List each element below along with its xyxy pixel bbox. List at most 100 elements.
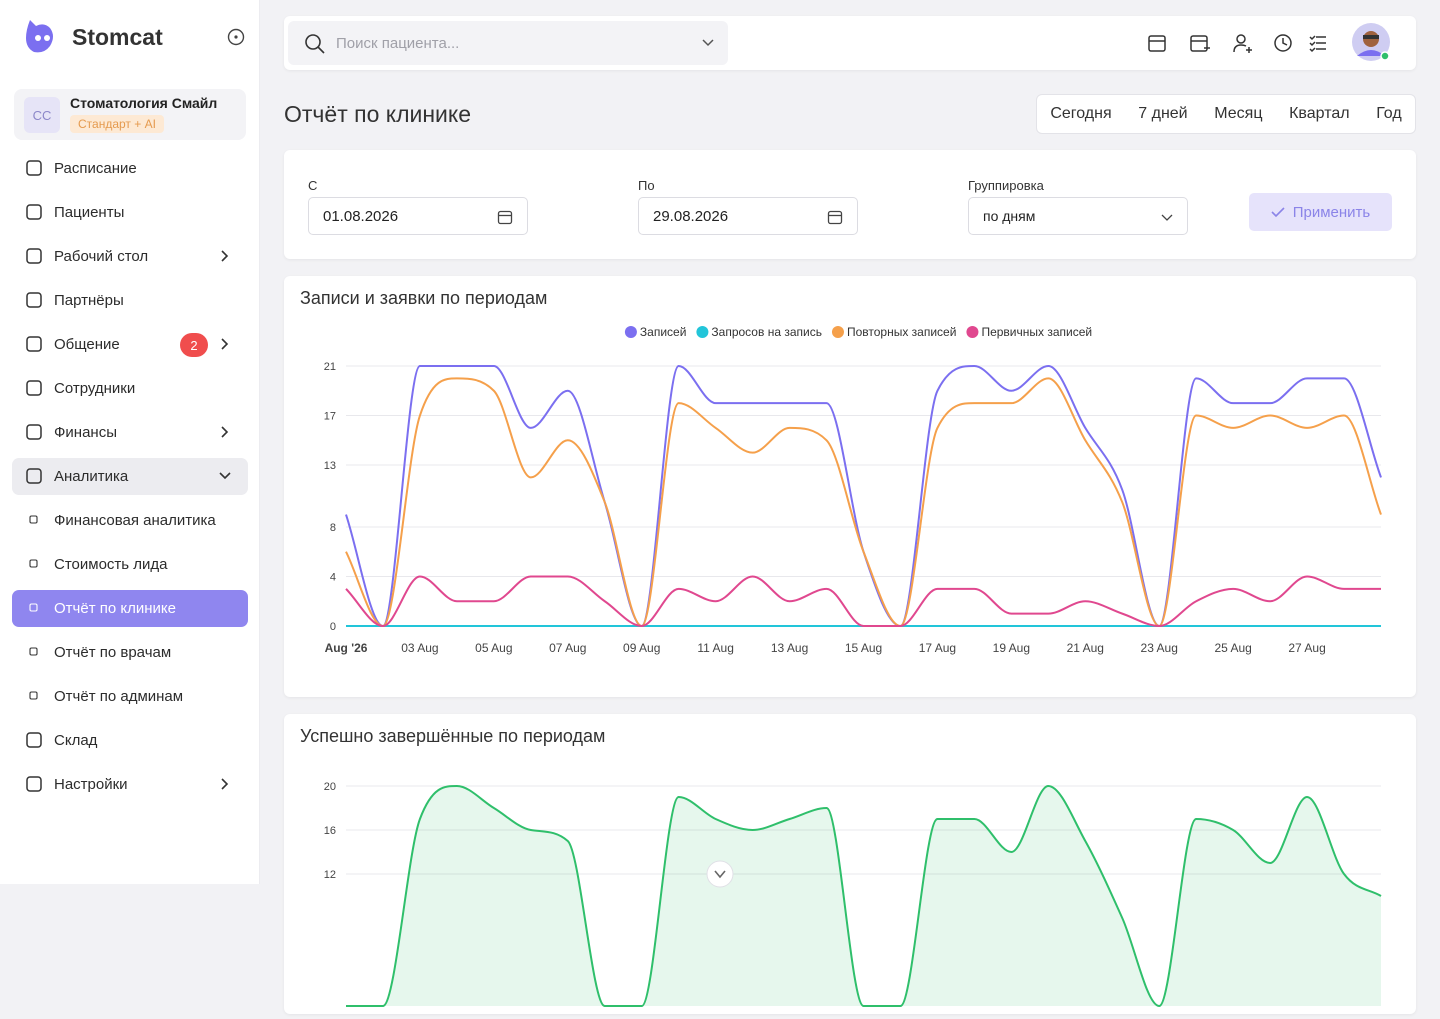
x-tick-label: Aug '26: [325, 641, 368, 655]
y-tick-label: 4: [330, 571, 336, 583]
nav-item[interactable]: Расписание: [12, 150, 248, 187]
x-tick-label: 21 Aug: [1067, 641, 1104, 655]
x-tick-label: 09 Aug: [623, 641, 660, 655]
period-tab[interactable]: Квартал: [1289, 105, 1350, 122]
icon-shape: [26, 380, 42, 396]
nav-item[interactable]: Финансовая аналитика: [12, 502, 248, 539]
period-tab[interactable]: Год: [1376, 105, 1402, 122]
x-tick-label: 17 Aug: [919, 641, 956, 655]
x-tick-label: 27 Aug: [1288, 641, 1325, 655]
group-label: Группировка: [968, 178, 1044, 193]
series-line: [345, 364, 1382, 628]
nav-item[interactable]: Настройки: [12, 766, 248, 803]
body: {"sidebar":{"brand":"Stomcat","clinic":{…: [0, 0, 1416, 1014]
nav-label: Пациенты: [54, 204, 125, 221]
legend-swatch: [966, 326, 979, 338]
apply-button[interactable]: Применить: [1249, 193, 1392, 231]
icon-shape: [26, 336, 42, 352]
legend-item[interactable]: Записей: [624, 325, 687, 339]
nav-item[interactable]: Отчёт по клинике: [12, 590, 248, 627]
x-tick-label: 13 Aug: [771, 641, 808, 655]
nav-label: Рабочий стол: [54, 248, 149, 265]
y-tick-label: 0: [330, 621, 336, 633]
period-tab[interactable]: Сегодня: [1050, 105, 1112, 122]
badge: 2: [180, 333, 208, 357]
clinic-initials: СС: [24, 97, 60, 133]
icon-shape: [29, 559, 38, 568]
chevron: [221, 338, 229, 350]
toolbar-icons[interactable]: [1144, 31, 1394, 57]
chevron-shape: [221, 250, 229, 262]
to-input[interactable]: 29.08.2026: [638, 197, 858, 235]
nav-label: Отчёт по клинике: [54, 600, 176, 617]
chart-title: Записи и заявки по периодам: [300, 288, 547, 308]
to-value: 29.08.2026: [653, 208, 729, 225]
nav-item[interactable]: Аналитика: [12, 458, 248, 495]
chevron: [221, 250, 229, 262]
nav-item[interactable]: Рабочий стол: [12, 238, 248, 275]
y-tick-label: 16: [324, 825, 336, 837]
sub-icon: [29, 691, 38, 700]
nav-item[interactable]: Склад: [12, 722, 248, 759]
chevron-shape: [221, 778, 229, 790]
check-icon: [1271, 207, 1285, 218]
nav-icon: [26, 292, 42, 308]
chart: Успешно завершённые по периодам 12 16 20: [300, 726, 1382, 1008]
legend-swatch: [624, 326, 637, 338]
icon-shape: [29, 691, 38, 700]
x-tick-label: 05 Aug: [475, 641, 512, 655]
avatar[interactable]: [1351, 22, 1395, 66]
nav-item[interactable]: Партнёры: [12, 282, 248, 319]
clinic-card[interactable]: СС Стоматология Смайл Стандарт + AI: [14, 89, 246, 140]
nav-item[interactable]: Финансы: [12, 414, 248, 451]
chevron: [221, 778, 229, 790]
nav-item[interactable]: Стоимость лида: [12, 546, 248, 583]
chart-title: Успешно завершённые по периодам: [300, 726, 605, 746]
chevron-shape: [219, 472, 231, 480]
nav-item[interactable]: Общение 2: [12, 326, 248, 363]
legend-label: Запросов на запись: [711, 325, 822, 339]
nav-icon: [26, 336, 42, 352]
x-tick-label: 23 Aug: [1141, 641, 1178, 655]
y-tick-label: 8: [330, 522, 336, 534]
page: Stomcat *{box-sizing:border-box} html,bo…: [0, 0, 1416, 1014]
from-input[interactable]: 01.08.2026: [308, 197, 528, 235]
to-label: По: [638, 178, 655, 193]
page-title: Отчёт по клинике: [284, 101, 472, 127]
x-tick-label: 15 Aug: [845, 641, 882, 655]
nav-item[interactable]: Отчёт по админам: [12, 678, 248, 715]
nav-label: Стоимость лида: [54, 556, 168, 573]
nav-label: Отчёт по врачам: [54, 644, 172, 661]
nav-item[interactable]: Пациенты: [12, 194, 248, 231]
sub-icon: [29, 559, 38, 568]
chart: Записи и заявки по периодам 0 4 8 13 17 21 Aug …: [300, 288, 1382, 655]
chevron: [219, 472, 231, 480]
y-tick-label: 21: [324, 361, 336, 373]
nav-item[interactable]: Отчёт по врачам: [12, 634, 248, 671]
brand: Stomcat: [72, 24, 163, 50]
chevron-shape: [221, 338, 229, 350]
icon-shape: [29, 647, 38, 656]
nav-icon: [26, 204, 42, 220]
legend-item[interactable]: Запросов на запись: [696, 325, 822, 339]
apply-label: Применить: [1292, 203, 1371, 221]
legend-label: Первичных записей: [981, 325, 1092, 339]
sub-icon: [29, 603, 38, 612]
legend-label: Повторных записей: [847, 325, 956, 339]
sub-icon: [29, 647, 38, 656]
collapse-button[interactable]: [227, 28, 245, 46]
group-select[interactable]: по дням: [968, 197, 1188, 235]
nav-item[interactable]: Сотрудники: [12, 370, 248, 407]
nav-label: Финансовая аналитика: [54, 512, 216, 529]
icon-shape: [26, 248, 42, 264]
search[interactable]: Поиск пациента...: [288, 21, 728, 65]
nav-label: Финансы: [54, 424, 117, 441]
period-tab[interactable]: Месяц: [1214, 105, 1263, 122]
clinic-plan: Стандарт + AI: [70, 115, 164, 133]
nav-icon: [26, 248, 42, 264]
logo: [26, 20, 53, 53]
legend-item[interactable]: Повторных записей: [831, 325, 956, 339]
nav-icon: [26, 732, 42, 748]
period-tab[interactable]: 7 дней: [1138, 105, 1188, 122]
legend-item[interactable]: Первичных записей: [966, 325, 1092, 339]
